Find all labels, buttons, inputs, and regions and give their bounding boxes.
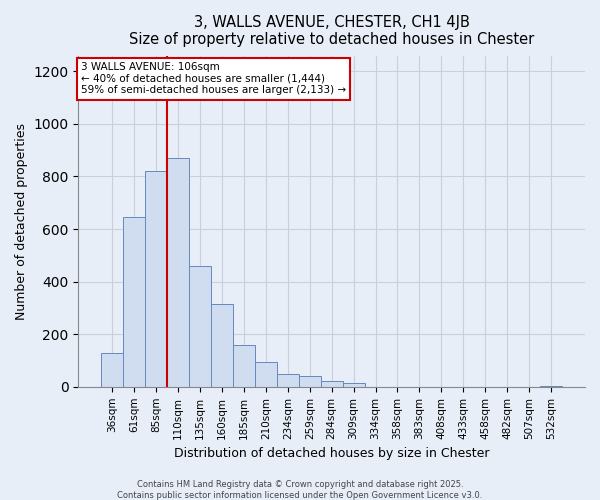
Bar — [321, 381, 343, 387]
Bar — [540, 386, 562, 387]
Bar — [101, 352, 124, 387]
Bar — [277, 374, 299, 387]
Bar — [145, 171, 167, 387]
Bar — [299, 376, 321, 387]
Bar — [233, 346, 255, 387]
Bar — [255, 362, 277, 387]
X-axis label: Distribution of detached houses by size in Chester: Distribution of detached houses by size … — [174, 447, 490, 460]
Text: Contains HM Land Registry data © Crown copyright and database right 2025.
Contai: Contains HM Land Registry data © Crown c… — [118, 480, 482, 500]
Bar — [167, 158, 189, 387]
Title: 3, WALLS AVENUE, CHESTER, CH1 4JB
Size of property relative to detached houses i: 3, WALLS AVENUE, CHESTER, CH1 4JB Size o… — [129, 15, 535, 48]
Bar — [211, 304, 233, 387]
Bar — [343, 383, 365, 387]
Y-axis label: Number of detached properties: Number of detached properties — [15, 122, 28, 320]
Bar — [189, 266, 211, 387]
Text: 3 WALLS AVENUE: 106sqm
← 40% of detached houses are smaller (1,444)
59% of semi-: 3 WALLS AVENUE: 106sqm ← 40% of detached… — [81, 62, 346, 96]
Bar — [124, 217, 145, 387]
